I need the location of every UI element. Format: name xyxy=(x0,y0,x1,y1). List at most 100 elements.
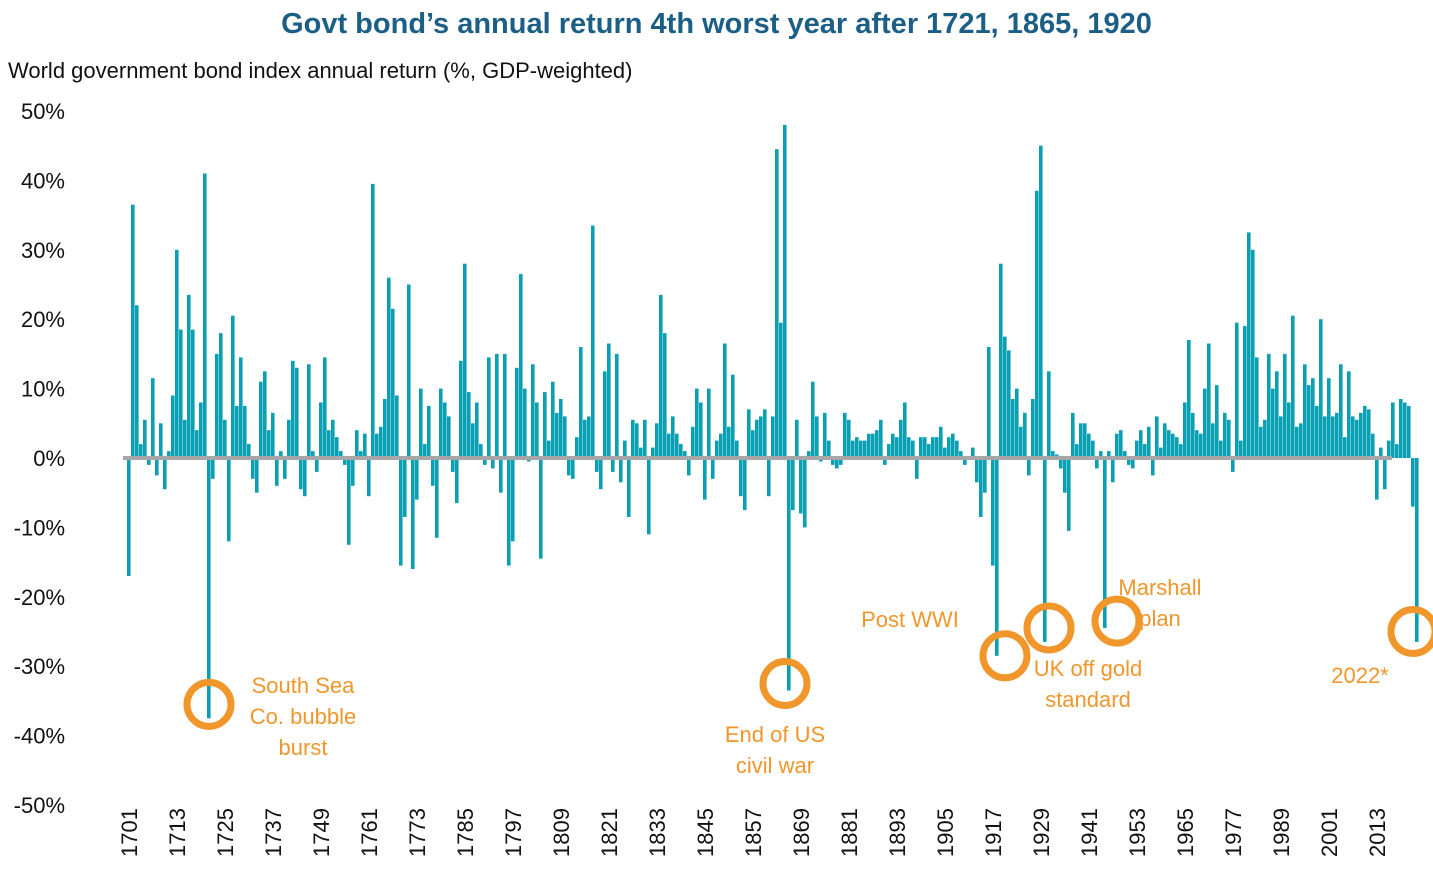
bar-1763 xyxy=(375,433,379,458)
bar-1961 xyxy=(1167,430,1171,458)
bar-1703 xyxy=(135,305,139,458)
x-tick-label: 1749 xyxy=(309,808,334,857)
bar-1795 xyxy=(503,353,507,458)
y-tick-label: -30% xyxy=(14,654,65,679)
bar-1785 xyxy=(463,263,467,458)
bar-1957 xyxy=(1151,458,1155,476)
x-tick-label: 1857 xyxy=(741,808,766,857)
bar-1904 xyxy=(939,426,943,458)
bar-1940 xyxy=(1083,423,1087,458)
bar-1918 xyxy=(995,458,999,656)
bar-1897 xyxy=(911,440,915,458)
bar-1862 xyxy=(771,416,775,458)
x-tick-label: 1905 xyxy=(933,808,958,857)
x-tick-label: 1701 xyxy=(117,808,142,857)
bar-1764 xyxy=(379,426,383,458)
x-axis: 1701 1713 1725 1737 1749 1761 1773 1785 1797 1809… xyxy=(117,808,1390,857)
bar-1837 xyxy=(671,416,675,458)
bar-1998 xyxy=(1315,405,1319,458)
annotation-circle xyxy=(1387,606,1433,657)
bar-1979 xyxy=(1239,440,1243,458)
bar-1759 xyxy=(359,451,363,458)
x-tick-label: 1725 xyxy=(213,808,238,857)
bar-1889 xyxy=(879,419,883,458)
bar-1962 xyxy=(1171,433,1175,458)
bar-1990 xyxy=(1283,353,1287,458)
bar-1870 xyxy=(803,458,807,528)
bar-1819 xyxy=(599,458,603,490)
bar-1798 xyxy=(515,367,519,458)
bar-1820 xyxy=(603,371,607,459)
bar-2002 xyxy=(1331,416,1335,458)
bar-1885 xyxy=(863,440,867,458)
bar-1767 xyxy=(391,308,395,458)
y-axis: 50% 40% 30% 20% 10% 0% -10% -20% -30% -40% -50% xyxy=(14,99,65,818)
x-tick-label: 1845 xyxy=(693,808,718,857)
bar-1744 xyxy=(299,458,303,490)
bar-1786 xyxy=(467,392,471,458)
bar-1914 xyxy=(979,458,983,517)
bar-1880 xyxy=(843,412,847,458)
bar-1754 xyxy=(339,451,343,458)
bar-1931 xyxy=(1047,371,1051,459)
bar-1854 xyxy=(739,458,743,497)
bar-1783 xyxy=(455,458,459,504)
bar-1855 xyxy=(743,458,747,511)
bar-1746 xyxy=(307,364,311,458)
bar-1748 xyxy=(315,458,319,472)
bar-1755 xyxy=(343,458,347,465)
bar-1865 xyxy=(783,124,787,459)
bar-1809 xyxy=(559,399,563,458)
bar-1740 xyxy=(283,458,287,479)
x-tick-label: 1965 xyxy=(1173,808,1198,857)
bar-1908 xyxy=(955,440,959,458)
bar-1841 xyxy=(687,458,691,476)
bar-1753 xyxy=(335,437,339,458)
bar-1781 xyxy=(447,416,451,458)
bar-1791 xyxy=(487,357,491,458)
bar-1989 xyxy=(1279,416,1283,458)
bar-1983 xyxy=(1255,357,1259,458)
x-tick-label: 1893 xyxy=(885,808,910,857)
x-tick-label: 1737 xyxy=(261,808,286,857)
bar-1775 xyxy=(423,444,427,458)
bar-1805 xyxy=(543,392,547,458)
bar-1749 xyxy=(319,402,323,458)
bar-1956 xyxy=(1147,426,1151,458)
bar-1912 xyxy=(971,447,975,458)
bar-1823 xyxy=(615,353,619,458)
bar-1896 xyxy=(907,437,911,458)
bar-1735 xyxy=(263,371,267,459)
x-tick-label: 1797 xyxy=(501,808,526,857)
bar-1946 xyxy=(1107,451,1111,458)
bar-1907 xyxy=(951,433,955,458)
bar-1980 xyxy=(1243,326,1247,458)
bar-2006 xyxy=(1347,371,1351,459)
bar-1978 xyxy=(1235,322,1239,458)
x-tick-label: 1869 xyxy=(789,808,814,857)
bar-1797 xyxy=(511,458,515,542)
bar-1812 xyxy=(571,458,575,479)
bar-1941 xyxy=(1087,433,1091,458)
bar-1780 xyxy=(443,402,447,458)
bar-1945 xyxy=(1103,458,1107,628)
bar-1996 xyxy=(1307,385,1311,458)
bar-1747 xyxy=(311,451,315,458)
bar-1825 xyxy=(623,440,627,458)
bar-1958 xyxy=(1155,416,1159,458)
x-tick-label: 2001 xyxy=(1317,808,1342,857)
bar-1939 xyxy=(1079,423,1083,458)
bar-1758 xyxy=(355,430,359,458)
bar-1860 xyxy=(763,409,767,458)
bar-1727 xyxy=(231,315,235,458)
bar-1831 xyxy=(647,458,651,535)
bar-1883 xyxy=(855,437,859,458)
annotation-label: End of US civil war xyxy=(725,722,825,778)
bar-1949 xyxy=(1119,430,1123,458)
x-tick-label: 1785 xyxy=(453,808,478,857)
bar-1790 xyxy=(483,458,487,465)
bar-1726 xyxy=(227,458,231,542)
bar-1840 xyxy=(683,451,687,458)
x-tick-label: 1833 xyxy=(645,808,670,857)
bar-1863 xyxy=(775,149,779,458)
